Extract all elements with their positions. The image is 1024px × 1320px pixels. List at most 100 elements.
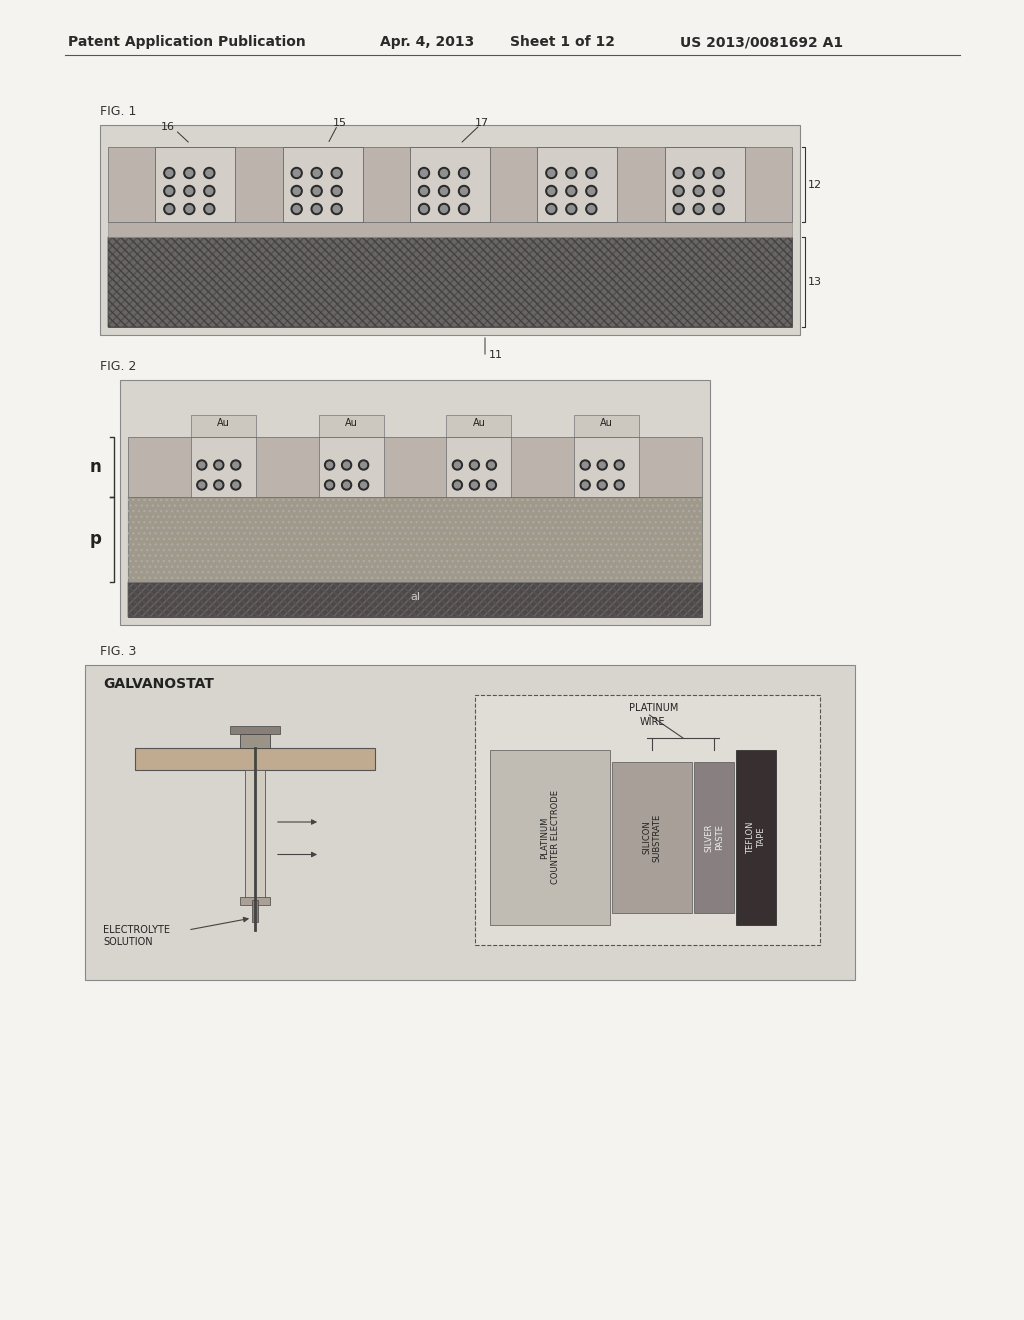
Bar [108,238,792,327]
Bar [190,437,256,498]
Circle shape [486,459,497,470]
Circle shape [214,480,224,490]
Text: GALVANOSTAT: GALVANOSTAT [103,677,214,690]
Text: PLATINUM: PLATINUM [630,704,679,713]
Circle shape [206,169,213,177]
Circle shape [327,482,333,488]
Bar [100,125,800,335]
Circle shape [204,186,215,197]
Text: WIRE: WIRE [639,717,665,727]
Circle shape [325,459,335,470]
Circle shape [440,206,447,213]
Circle shape [586,168,597,178]
Circle shape [461,206,468,213]
Circle shape [358,480,369,490]
Bar [446,414,511,437]
Text: ELECTROLYTE
SOLUTION: ELECTROLYTE SOLUTION [103,925,170,946]
Circle shape [546,168,557,178]
Circle shape [713,186,724,197]
Circle shape [614,459,625,470]
Circle shape [166,187,173,194]
Circle shape [333,187,340,194]
Circle shape [164,203,175,214]
Circle shape [331,186,342,197]
Text: Au: Au [217,418,229,428]
Circle shape [204,168,215,178]
Bar [108,238,792,327]
Bar [318,437,384,498]
Text: SILICON
SUBSTRATE: SILICON SUBSTRATE [642,813,662,862]
Circle shape [459,203,469,214]
Circle shape [184,168,195,178]
Circle shape [342,480,351,490]
Text: Sheet 1 of 12: Sheet 1 of 12 [510,36,615,49]
Circle shape [293,169,300,177]
Circle shape [232,482,239,488]
Circle shape [581,480,590,490]
Circle shape [164,186,175,197]
Circle shape [331,168,342,178]
Circle shape [616,482,623,488]
Text: 11: 11 [489,350,503,360]
Circle shape [325,480,335,490]
Circle shape [713,203,724,214]
Circle shape [230,480,241,490]
Circle shape [469,459,479,470]
Circle shape [421,206,427,213]
Bar [574,437,639,498]
Bar [108,238,792,327]
Circle shape [546,203,557,214]
Circle shape [327,462,333,469]
Circle shape [469,480,479,490]
Circle shape [459,168,469,178]
Text: p: p [90,531,101,549]
Text: FIG. 1: FIG. 1 [100,106,136,117]
Circle shape [197,480,207,490]
Circle shape [440,187,447,194]
Circle shape [293,187,300,194]
Circle shape [342,459,351,470]
Circle shape [291,168,302,178]
Circle shape [419,186,429,197]
Text: PLATINUM
COUNTER ELECTRODE: PLATINUM COUNTER ELECTRODE [541,791,560,884]
Bar [612,762,692,913]
Circle shape [360,462,367,469]
Bar [318,414,384,437]
Circle shape [675,169,682,177]
Circle shape [693,186,705,197]
Bar [156,147,236,222]
Circle shape [230,459,241,470]
Circle shape [673,168,684,178]
Bar [128,582,702,616]
Circle shape [185,187,193,194]
Circle shape [438,203,450,214]
Circle shape [440,169,447,177]
Bar [446,437,511,498]
Bar [574,414,639,437]
Circle shape [488,482,495,488]
Circle shape [185,169,193,177]
Bar [108,222,792,238]
Bar [108,147,792,222]
Text: TEFLON
TAPE: TEFLON TAPE [746,821,766,854]
Bar [538,147,617,222]
Circle shape [461,187,468,194]
Circle shape [673,203,684,214]
Circle shape [675,187,682,194]
Circle shape [313,206,321,213]
Bar [128,498,702,582]
Text: n: n [90,458,101,477]
Circle shape [713,168,724,178]
Circle shape [199,462,205,469]
Text: FIG. 2: FIG. 2 [100,360,136,374]
Circle shape [486,480,497,490]
Circle shape [675,206,682,213]
Circle shape [455,462,461,469]
Circle shape [715,169,722,177]
Circle shape [471,462,477,469]
Circle shape [331,203,342,214]
Circle shape [313,169,321,177]
Circle shape [614,480,625,490]
Circle shape [548,206,555,213]
Circle shape [419,168,429,178]
